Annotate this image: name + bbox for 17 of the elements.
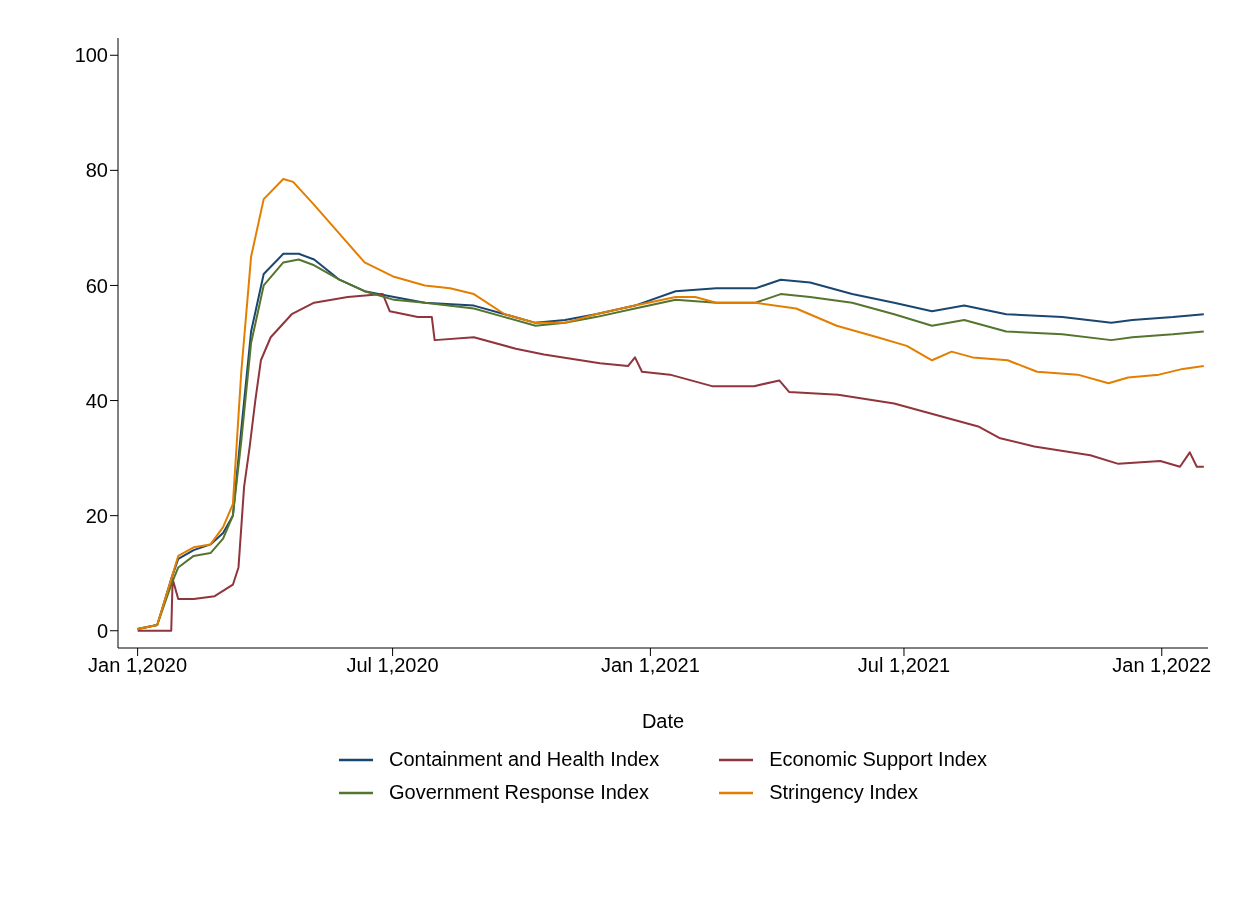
legend-label: Government Response Index: [388, 781, 650, 804]
legend-label: Economic Support Index: [769, 748, 988, 771]
x-tick-label: Jan 1,2020: [88, 654, 188, 677]
y-tick-label: 100: [74, 44, 108, 67]
x-tick-label: Jul 1,2020: [346, 654, 439, 677]
line-series: [136, 177, 1205, 631]
y-tick-label: 80: [85, 159, 108, 182]
legend-label: Containment and Health Index: [388, 748, 660, 771]
y-tick-label: 20: [85, 504, 108, 527]
x-axis-title: Date: [641, 710, 685, 732]
y-tick-label: 40: [85, 389, 108, 412]
y-tick-label: 0: [96, 619, 108, 642]
legend-label: Stringency Index: [769, 781, 919, 804]
x-tick-label: Jan 1,2021: [600, 654, 700, 677]
x-tick-label: Jan 1,2022: [1112, 654, 1212, 677]
y-tick-label: 60: [85, 274, 108, 297]
x-tick-label: Jul 1,2021: [857, 654, 951, 677]
